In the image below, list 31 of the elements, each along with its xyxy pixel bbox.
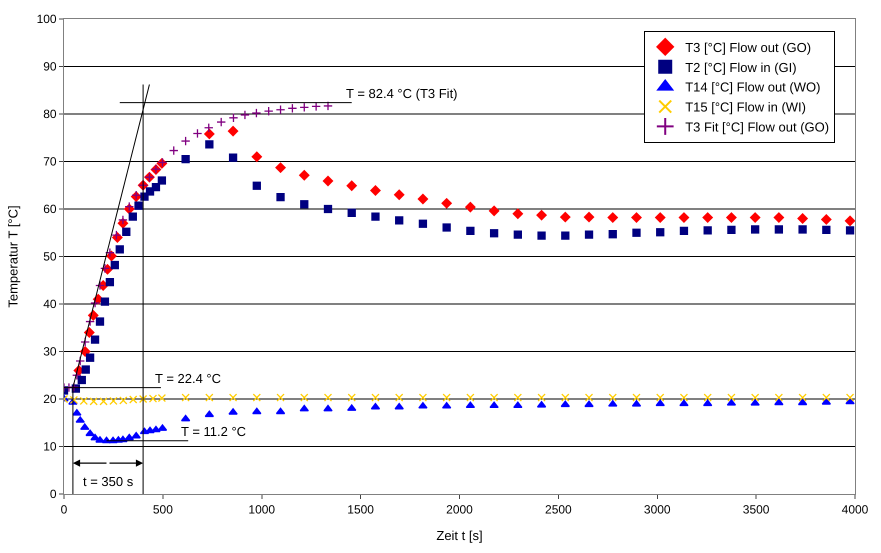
annotation: T = 11.2 °C (181, 424, 246, 439)
y-tick-label: 60 (43, 202, 57, 216)
y-tick-label: 90 (43, 60, 57, 74)
legend-label: T2 [°C] Flow in (GI) (685, 60, 797, 75)
x-tick-label: 4000 (842, 502, 869, 516)
legend-label: T14 [°C] Flow out (WO) (685, 80, 820, 95)
y-tick-label: 70 (43, 154, 57, 169)
x-tick-label: 3000 (644, 502, 671, 516)
legend-label: T3 [°C] Flow out (GO) (685, 40, 812, 55)
y-tick-label: 100 (36, 12, 57, 26)
y-axis-title: Temperatur T [°C] (6, 205, 21, 308)
legend-label: T3 Fit [°C] Flow out (GO) (685, 119, 830, 134)
y-tick-label: 10 (43, 440, 57, 454)
legend-label: T15 [°C] Flow in (WI) (685, 100, 806, 115)
x-tick-label: 2500 (545, 502, 572, 516)
y-tick-label: 20 (43, 392, 57, 406)
annotation: t = 350 s (83, 474, 134, 489)
y-tick-label: 0 (50, 487, 57, 502)
x-tick-label: 3500 (742, 502, 770, 516)
y-tick-label: 40 (43, 297, 57, 312)
y-tick-label: 50 (43, 250, 57, 264)
x-tick-label: 500 (152, 502, 174, 516)
x-tick-label: 1000 (248, 502, 276, 516)
y-tick-label: 30 (43, 344, 57, 359)
x-tick-label: 1500 (347, 502, 374, 516)
annotation: T = 82.4 °C (T3 Fit) (346, 86, 458, 101)
x-axis-title: Zeit t [s] (436, 528, 483, 543)
y-tick-label: 80 (43, 107, 57, 122)
x-tick-label: 2000 (446, 502, 474, 516)
x-tick-label: 0 (60, 502, 68, 516)
annotation: T = 22.4 °C (155, 371, 222, 386)
